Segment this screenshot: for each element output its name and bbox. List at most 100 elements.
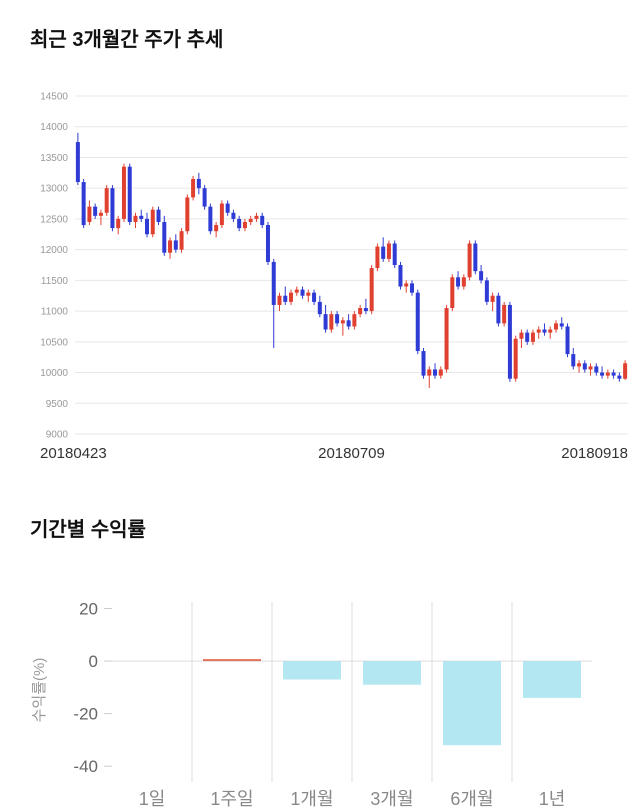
candlestick-chart: 9000 9500 10000 10500 11000 11500 12000 12500 13… [40,92,628,462]
candle [93,203,98,219]
candle-body [427,369,432,376]
candle [133,212,138,229]
candle-body [214,225,219,232]
x-tick-label: 20180423 [40,445,107,462]
candle-body [271,261,276,305]
candle [300,286,305,299]
candle [196,172,201,195]
candle-body [312,292,317,302]
candle-body [219,203,224,226]
candle [559,317,564,330]
candle-body [582,363,587,370]
candle-body [398,265,403,287]
candle-body [179,231,184,250]
candle [185,194,190,235]
candles [75,132,628,388]
y-tick-label: 9000 [46,430,69,441]
y-tick-label: -40 [73,757,98,776]
candle [87,200,92,226]
candle [139,209,144,222]
candle-body [289,292,294,302]
candle-body [600,372,605,376]
candle-body [265,225,270,262]
candle-body [277,295,282,305]
candle-body [168,240,173,253]
candle-body [467,243,472,278]
candle [433,363,438,379]
candle [490,292,495,312]
bar-y-axis: 20 0 -20 -40 [73,600,112,776]
candle-body [323,314,328,330]
candle [536,326,541,339]
candle-body [536,329,541,333]
candle [530,329,535,345]
bars [203,659,581,746]
candle-body [433,369,438,376]
candle [214,221,219,238]
candle-body [116,218,121,229]
x-tick-label: 20180709 [318,445,385,462]
candle-body [294,289,299,293]
candle-body [254,215,259,219]
candle-body [450,277,455,309]
candle [479,265,484,284]
candle-body [317,301,322,315]
y-tick-label: 20 [79,600,98,619]
y-tick-label: 10500 [40,337,68,348]
candle-body [306,292,311,296]
x-category-label: 6개월 [450,789,493,809]
candle-body [513,338,518,379]
candle [168,237,173,259]
candle-body [444,308,449,370]
candle [473,240,478,275]
candle [369,265,374,315]
candle [98,209,103,226]
candle [116,215,121,235]
candle-body [156,209,161,222]
candle-x-axis-labels: 20180423 20180709 20180918 [40,445,628,462]
candle-body [542,329,547,333]
candle-body [507,304,512,379]
returns-title: 기간별 수익률 [30,519,146,541]
candle-body [162,221,167,253]
candle-y-axis-labels: 9000 9500 10000 10500 11000 11500 12000 12500 13… [40,92,68,441]
candle [352,311,357,330]
candle [329,311,334,333]
y-tick-label: -20 [73,705,98,724]
candle-body [208,206,213,232]
candle [571,347,576,370]
candle [467,240,472,281]
candle-body [352,314,357,327]
candle-body [525,332,530,342]
candle-body [553,323,558,330]
candle-body [300,289,305,296]
y-tick-label: 13000 [40,184,68,195]
candle-body [93,206,98,216]
candle [398,261,403,290]
candle-body [191,178,196,198]
bar [283,661,341,680]
candle [317,295,322,318]
candle-body [409,283,414,293]
candle [121,163,126,222]
candle-grid [75,95,628,435]
candle-body [133,215,138,222]
candle [404,280,409,293]
candle-body [502,304,507,324]
candle-body [237,218,242,229]
candle-body [559,323,564,327]
candle [231,209,236,222]
candle-body [173,240,178,250]
candle-body [248,218,253,222]
candle [548,326,553,339]
y-tick-label: 12500 [40,214,68,225]
bar [443,661,501,746]
candle-body [404,283,409,287]
candle [127,163,132,226]
candle [409,280,414,296]
candle-body [415,292,420,352]
y-tick-label: 9500 [46,399,69,410]
candle-body [530,332,535,342]
candle [594,363,599,376]
candle-body [346,320,351,327]
